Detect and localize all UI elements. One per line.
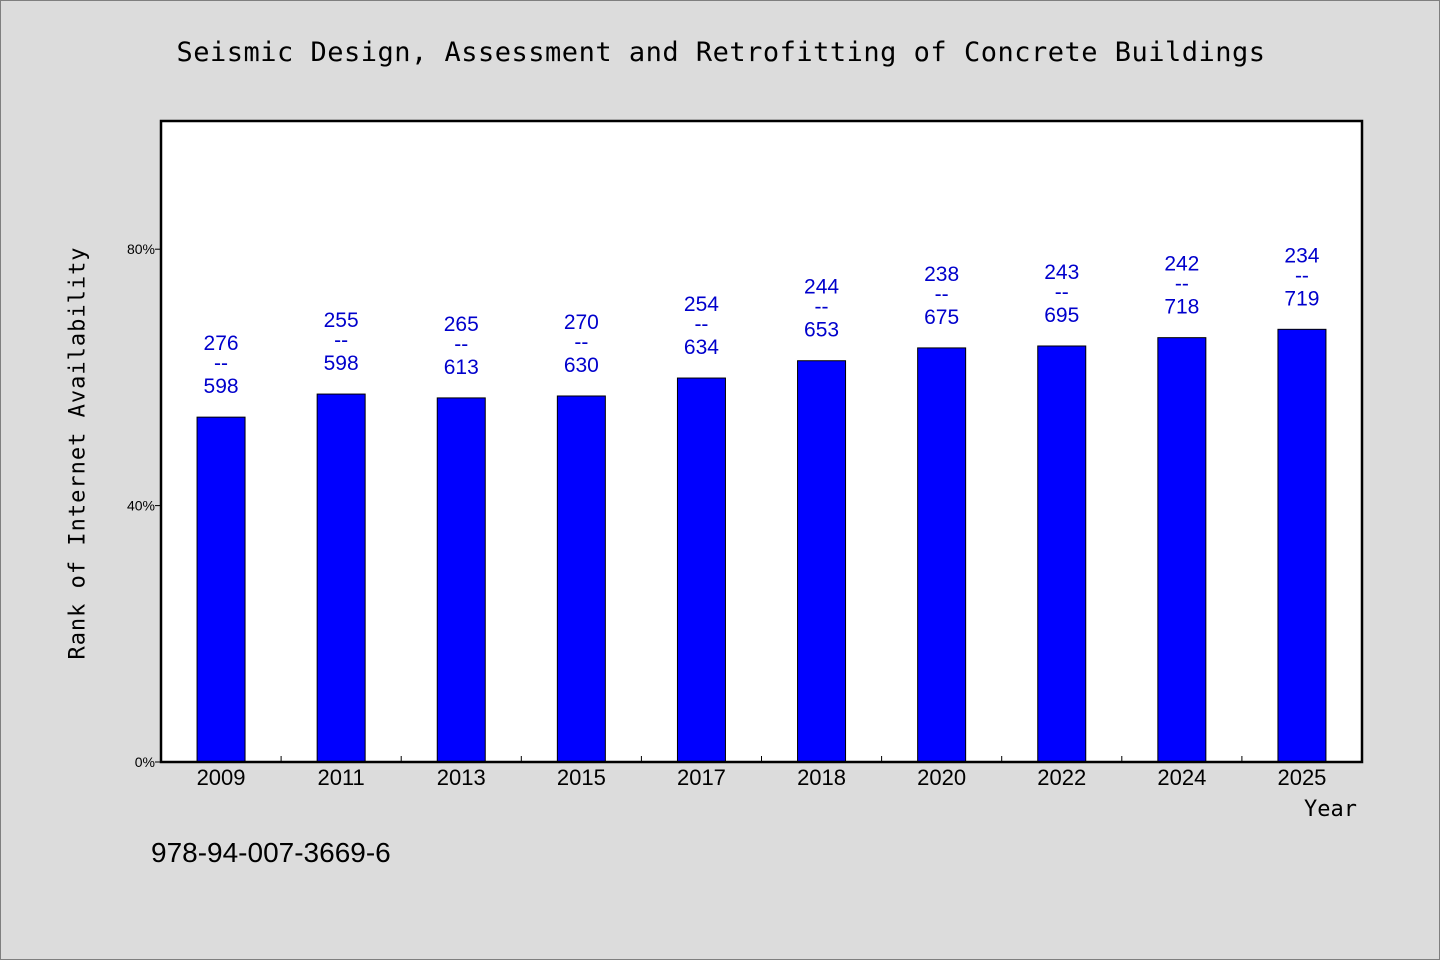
data-label-bottom: 630 bbox=[564, 354, 599, 377]
data-label-top: 243 bbox=[1044, 261, 1079, 284]
y-tick-label: 0% bbox=[135, 754, 155, 770]
y-tick-label: 80% bbox=[127, 241, 155, 257]
data-label-top: 254 bbox=[684, 293, 719, 316]
data-label-bottom: 634 bbox=[684, 336, 719, 359]
data-label-bottom: 675 bbox=[924, 306, 959, 329]
data-label-separator: -- bbox=[815, 296, 829, 319]
plot-border bbox=[159, 119, 1364, 764]
data-label-bottom: 598 bbox=[204, 375, 239, 398]
data-label-bottom: 653 bbox=[804, 319, 839, 342]
bar bbox=[1037, 345, 1087, 763]
chart-title: Seismic Design, Assessment and Retrofitt… bbox=[176, 37, 1266, 68]
data-label-top: 265 bbox=[444, 313, 479, 336]
bar bbox=[436, 397, 486, 763]
x-tick-label: 2018 bbox=[797, 765, 846, 790]
data-label-top: 270 bbox=[564, 311, 599, 334]
data-label-top: 255 bbox=[324, 309, 359, 332]
data-label-top: 234 bbox=[1284, 244, 1319, 267]
data-label-separator: -- bbox=[334, 329, 348, 352]
data-label-bottom: 598 bbox=[324, 352, 359, 375]
x-tick-label: 2024 bbox=[1157, 765, 1206, 790]
data-label-separator: -- bbox=[454, 333, 468, 356]
bar bbox=[196, 416, 246, 763]
x-tick-label: 2015 bbox=[557, 765, 606, 790]
data-label-bottom: 613 bbox=[444, 356, 479, 379]
data-label-top: 242 bbox=[1164, 253, 1199, 276]
data-label-bottom: 718 bbox=[1164, 296, 1199, 319]
data-label-separator: -- bbox=[1175, 273, 1189, 296]
x-tick-label: 2011 bbox=[317, 765, 364, 790]
x-tick-label: 2020 bbox=[917, 765, 966, 790]
x-tick-label: 2013 bbox=[437, 765, 486, 790]
bar bbox=[1277, 328, 1327, 763]
x-tick-label: 2017 bbox=[677, 765, 726, 790]
data-label-bottom: 695 bbox=[1044, 304, 1079, 327]
data-label-separator: -- bbox=[574, 331, 588, 354]
data-label-separator: -- bbox=[694, 313, 708, 336]
bar bbox=[917, 347, 967, 763]
bar bbox=[676, 377, 726, 763]
x-tick-label: 2022 bbox=[1037, 765, 1086, 790]
bar bbox=[316, 393, 366, 763]
data-label-separator: -- bbox=[1295, 264, 1309, 287]
data-label-separator: -- bbox=[1055, 281, 1069, 304]
data-label-separator: -- bbox=[214, 352, 228, 375]
x-tick-label: 2009 bbox=[197, 765, 246, 790]
data-label-top: 276 bbox=[204, 332, 239, 355]
y-tick-label: 40% bbox=[127, 498, 155, 514]
data-label-bottom: 719 bbox=[1284, 287, 1319, 310]
bar bbox=[1157, 337, 1207, 763]
data-label-top: 238 bbox=[924, 263, 959, 286]
x-tick-label: 2025 bbox=[1277, 765, 1326, 790]
x-axis-label: Year bbox=[1304, 797, 1357, 822]
data-label-separator: -- bbox=[935, 283, 949, 306]
bar bbox=[556, 395, 606, 763]
data-label-top: 244 bbox=[804, 276, 839, 299]
isbn-text: 978-94-007-3669-6 bbox=[151, 837, 391, 868]
bar bbox=[797, 360, 847, 763]
